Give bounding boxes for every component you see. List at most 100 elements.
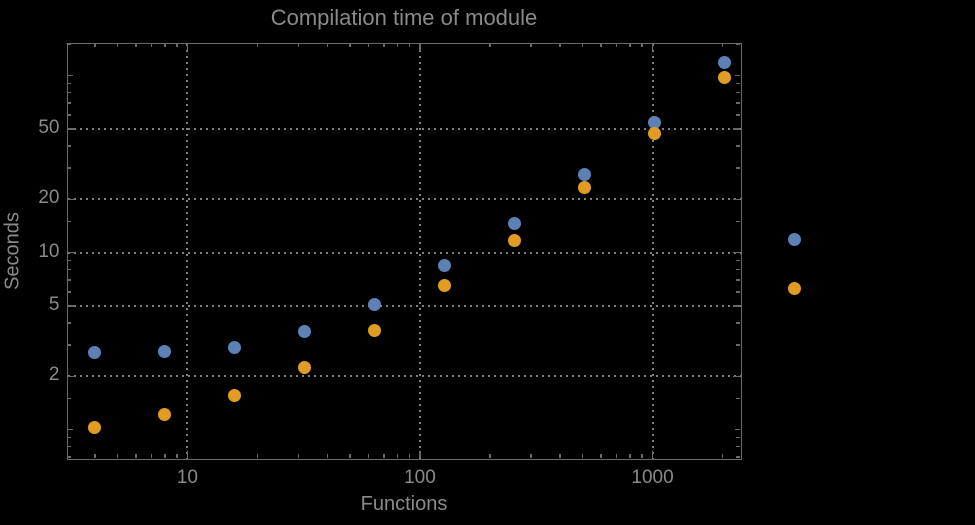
data-point-blue-series <box>298 324 312 338</box>
x-gridline <box>651 43 654 459</box>
x-tick <box>651 450 654 458</box>
x-tick <box>615 43 618 47</box>
x-tick <box>489 454 491 458</box>
x-tick <box>581 43 584 47</box>
data-point-orange-series <box>648 127 662 141</box>
y-tick <box>67 291 71 293</box>
x-axis-label: Functions <box>360 493 448 515</box>
data-point-blue-series <box>508 217 522 231</box>
y-tick <box>67 436 71 439</box>
x-tick <box>176 43 178 47</box>
x-tick <box>297 43 300 47</box>
data-point-blue-series <box>158 345 172 358</box>
x-tick <box>600 43 602 47</box>
x-tick <box>641 454 643 458</box>
y-tick <box>67 259 71 262</box>
x-tick <box>419 450 421 458</box>
data-point-orange-series <box>788 281 802 295</box>
y-tick <box>67 220 71 223</box>
x-tick <box>256 43 259 47</box>
y-tick <box>732 198 740 201</box>
y-tick <box>67 344 71 346</box>
y-tick <box>736 279 740 281</box>
y-tick <box>736 43 740 46</box>
data-point-orange-series <box>158 407 172 421</box>
y-tick <box>67 74 73 77</box>
plot-area: 10 100 1000 2 5 10 20 50 <box>38 42 802 488</box>
data-point-blue-series <box>648 116 662 130</box>
x-tick <box>581 454 584 458</box>
data-point-orange-series <box>578 181 592 195</box>
x-tick <box>326 43 329 47</box>
x-tick-label: 100 <box>404 466 436 488</box>
y-tick <box>67 268 71 271</box>
x-tick <box>367 454 370 458</box>
x-tick <box>629 454 631 458</box>
x-tick <box>349 454 351 458</box>
y-tick <box>736 344 740 346</box>
y-tick <box>736 456 740 458</box>
y-tick-label: 20 <box>38 187 60 209</box>
y-tick <box>67 43 71 46</box>
y-tick <box>67 251 75 254</box>
y-tick <box>67 322 71 324</box>
x-tick <box>150 43 153 47</box>
y-tick <box>736 82 740 85</box>
x-tick <box>135 454 137 458</box>
y-tick <box>734 74 740 77</box>
x-tick <box>383 454 385 458</box>
y-tick <box>732 375 740 377</box>
x-tick <box>116 43 119 47</box>
y-tick <box>736 91 740 94</box>
x-tick <box>530 454 532 458</box>
x-tick <box>489 43 491 47</box>
x-tick <box>559 454 561 458</box>
x-tick <box>164 454 166 458</box>
y-tick <box>736 291 740 293</box>
y-tick <box>67 128 75 130</box>
y-tick <box>67 91 71 94</box>
x-tick <box>396 43 399 47</box>
y-tick-label: 5 <box>48 293 60 315</box>
y-tick-label: 50 <box>38 116 60 138</box>
y-tick <box>736 114 740 116</box>
x-tick <box>297 454 300 458</box>
data-point-orange-series <box>718 70 732 84</box>
x-tick <box>326 454 329 458</box>
y-tick <box>67 279 71 281</box>
x-tick <box>349 43 351 47</box>
data-point-blue-series <box>718 56 732 70</box>
x-tick <box>559 43 561 47</box>
x-tick <box>396 454 399 458</box>
x-tick <box>641 43 643 47</box>
x-tick <box>186 450 189 458</box>
x-tick <box>629 43 631 47</box>
data-point-orange-series <box>228 389 242 403</box>
y-tick <box>67 102 71 104</box>
x-tick <box>615 454 618 458</box>
x-tick <box>408 454 411 458</box>
data-point-orange-series <box>368 324 382 338</box>
x-tick <box>408 43 411 47</box>
x-tick-label: 1000 <box>631 466 674 488</box>
data-point-blue-series <box>228 340 242 354</box>
y-tick <box>67 198 75 201</box>
y-tick <box>736 268 740 271</box>
y-tick <box>67 397 71 400</box>
data-point-blue-series <box>578 168 592 182</box>
y-tick <box>67 428 73 431</box>
x-tick <box>600 454 602 458</box>
y-tick <box>732 128 740 130</box>
y-gridline <box>67 304 741 307</box>
y-tick <box>736 145 740 147</box>
data-point-orange-series <box>88 420 102 434</box>
y-tick <box>736 167 740 169</box>
y-tick <box>736 220 740 223</box>
data-point-blue-series <box>368 297 382 311</box>
data-point-orange-series <box>298 360 312 374</box>
x-tick <box>721 43 724 47</box>
y-tick-label: 10 <box>38 240 60 262</box>
x-tick <box>530 43 532 47</box>
x-tick <box>367 43 370 47</box>
